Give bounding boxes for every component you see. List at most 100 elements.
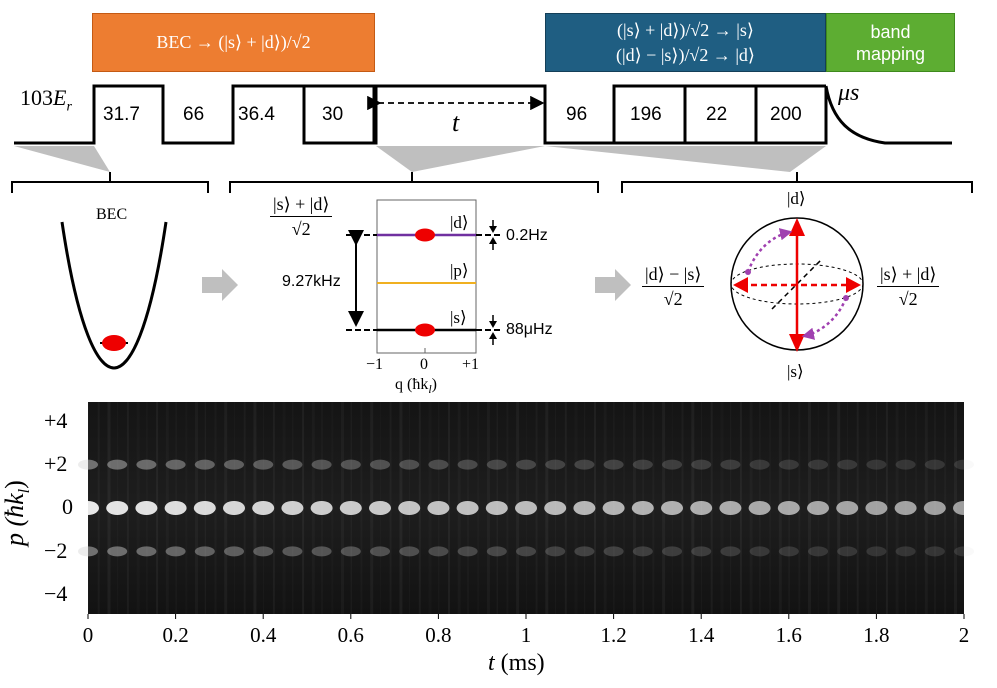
spot-order-minus2 [107,546,128,557]
width-d-label: 0.2Hz [506,227,548,244]
bloch-left-num: |d⟩ − |s⟩ [642,263,705,287]
spot-order-plus2 [457,459,478,470]
x-tick-label: 0.2 [162,623,189,647]
x-tick-label: 1.8 [863,623,890,647]
arrow-left-head [733,277,748,293]
level-s-label: |s⟩ [450,308,467,327]
spot-order-plus2 [78,459,98,470]
readout-label-1: (|s⟩ + |d⟩)/√2 → |s⟩ [617,19,754,40]
bloch-bottom-label: |s⟩ [787,362,804,381]
spot-order-plus2 [370,459,390,470]
spot-order-minus2 [311,546,332,557]
q-ticks [376,348,477,353]
spot-order-minus2 [399,546,420,557]
spot-order-0 [485,501,508,515]
x-tick-label: 2 [958,623,970,647]
spot-order-0 [544,501,567,515]
spot-order-minus2 [78,546,98,557]
spot-order-plus2 [399,459,420,470]
spectrogram-spots [77,459,975,557]
spot-order-minus2 [486,546,507,557]
spot-order-0 [339,501,362,515]
level-state-fraction: |s⟩ + |d⟩ √2 [270,193,333,240]
bec-label: BEC [96,206,128,223]
duration-2: 66 [183,104,205,125]
level-p-label: |p⟩ [450,261,469,280]
band-label-2: mapping [855,43,926,64]
spot-order-0 [106,501,129,515]
spectrogram [77,402,975,619]
spot-order-0 [193,501,216,515]
brace-bloch [621,172,973,193]
x-tick-label: 0.6 [337,623,364,647]
spot-order-0 [281,501,304,515]
spot-order-plus2 [486,459,507,470]
x-tick-label: 1 [520,623,532,647]
arrow-right-head [846,277,861,293]
spot-order-plus2 [895,459,916,470]
spot-order-minus2 [895,546,916,557]
flow-arrow-2 [595,269,631,301]
readout-stage-box: (|s⟩ + |d⟩)/√2 → |s⟩ (|d⟩ − |s⟩)/√2 → |d… [545,13,826,72]
x-tick-label: 1.2 [600,623,627,647]
spot-order-0 [631,501,654,515]
spot-order-0 [923,501,946,515]
spot-order-0 [310,501,333,515]
spot-order-minus2 [720,546,741,557]
x-axis-label: t (ms) [488,650,545,676]
q-axis-label: q (ħkl) [395,376,437,397]
spot-order-minus2 [194,546,215,557]
arrow-up-head [789,218,805,236]
spot-order-minus2 [778,546,799,557]
spot-order-plus2 [136,459,157,470]
section-braces [11,172,973,193]
band-mapping-ramp [824,85,952,145]
readout-label-2: (|d⟩ − |s⟩)/√2 → |d⟩ [616,44,755,65]
spot-order-minus2 [574,546,595,557]
spot-order-0 [690,501,713,515]
level-state-den: √2 [291,219,311,239]
spot-order-plus2 [428,459,449,470]
spot-order-minus2 [866,546,887,557]
y-tick-zero: 0 [62,494,73,519]
spot-order-minus2 [808,546,828,557]
spot-order-plus2 [778,459,799,470]
spot-order-plus2 [224,459,244,470]
duration-5: 96 [566,104,588,125]
band-mapping-box: band mapping [826,13,955,72]
bloch-left-den: √2 [663,289,683,309]
spot-order-minus2 [954,546,974,557]
bloch-left-fraction: |d⟩ − |s⟩ √2 [642,263,705,310]
duration-3: 36.4 [238,104,275,125]
spot-order-plus2 [691,459,712,470]
y-tick-minus2: −2 [44,538,68,563]
spot-order-minus2 [253,546,274,557]
zoom-wedge-3 [545,146,826,172]
level-diagram [346,199,631,354]
spot-order-0 [398,501,421,515]
level-d-label: |d⟩ [450,213,469,232]
zoom-wedge-1 [14,146,110,172]
spot-order-minus2 [165,546,186,557]
x-tick-label: 0 [82,623,94,647]
q-tick-pos: +1 [462,356,480,373]
spot-order-minus2 [662,546,682,557]
spot-order-0 [661,501,683,515]
spot-order-minus2 [632,546,653,557]
x-tick-label: 0.8 [425,623,452,647]
sequence-steps [14,84,826,145]
y-tick-plus4: +4 [44,408,68,433]
spot-order-0 [865,501,888,515]
atom-in-d [415,228,435,242]
spot-order-minus2 [224,546,244,557]
spot-order-0 [748,501,771,515]
prep-stage-box: BEC → (|s⟩ + |d⟩)/√2 [92,13,375,72]
spot-order-plus2 [574,459,595,470]
spot-order-0 [427,501,450,515]
spot-order-0 [836,501,859,515]
spot-order-0 [252,501,275,515]
width-arrows [489,220,497,345]
spot-order-minus2 [837,546,858,557]
spot-order-plus2 [282,459,303,470]
